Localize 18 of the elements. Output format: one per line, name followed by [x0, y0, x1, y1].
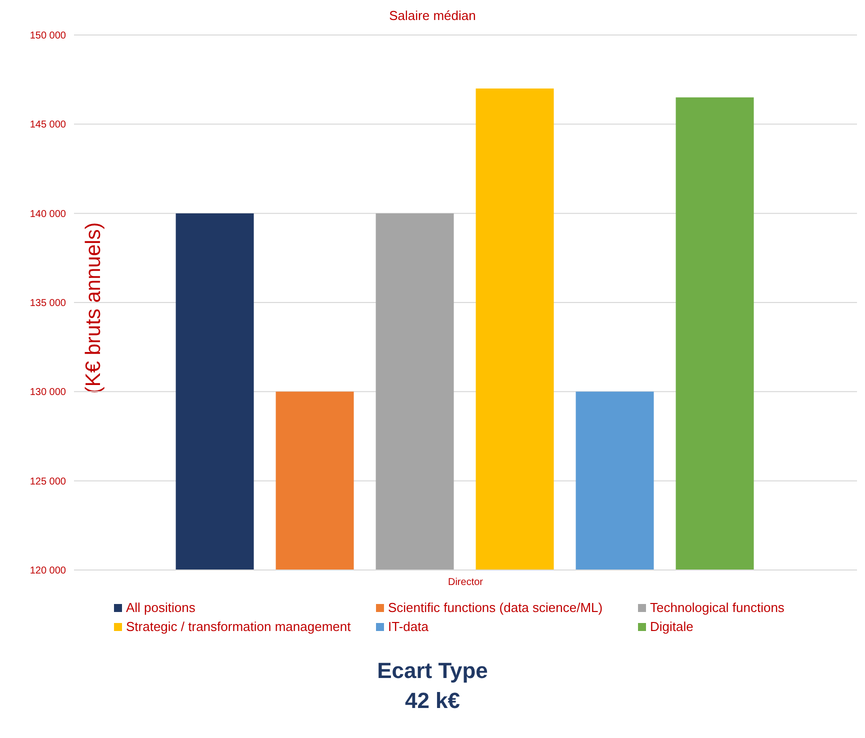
y-tick-label: 130 000 [30, 387, 66, 398]
x-tick-label: Director [448, 577, 484, 588]
legend-label: Technological functions [650, 600, 784, 615]
text: Ecart Type [376, 657, 489, 685]
y-tick-label: 120 000 [30, 566, 66, 577]
y-tick-label: 145 000 [30, 120, 66, 131]
legend-label: Strategic / transformation management [126, 619, 351, 634]
legend-label: Digitale [650, 619, 694, 634]
y-tick-label: 135 000 [30, 298, 66, 310]
legend-label: IT-data [388, 619, 428, 634]
legend-label: Scientific functions (data science/ML) [388, 600, 603, 615]
chart-title: Salaire médian [388, 8, 477, 23]
y-tick-label: 150 000 [30, 30, 66, 42]
y-tick-label: 125 000 [30, 476, 66, 488]
y-axis-title: (K€ bruts annuels) [82, 222, 106, 394]
legend-label: All positions [126, 600, 196, 615]
text: 42 k€ [404, 687, 462, 715]
y-tick-label: 140 000 [30, 208, 66, 220]
